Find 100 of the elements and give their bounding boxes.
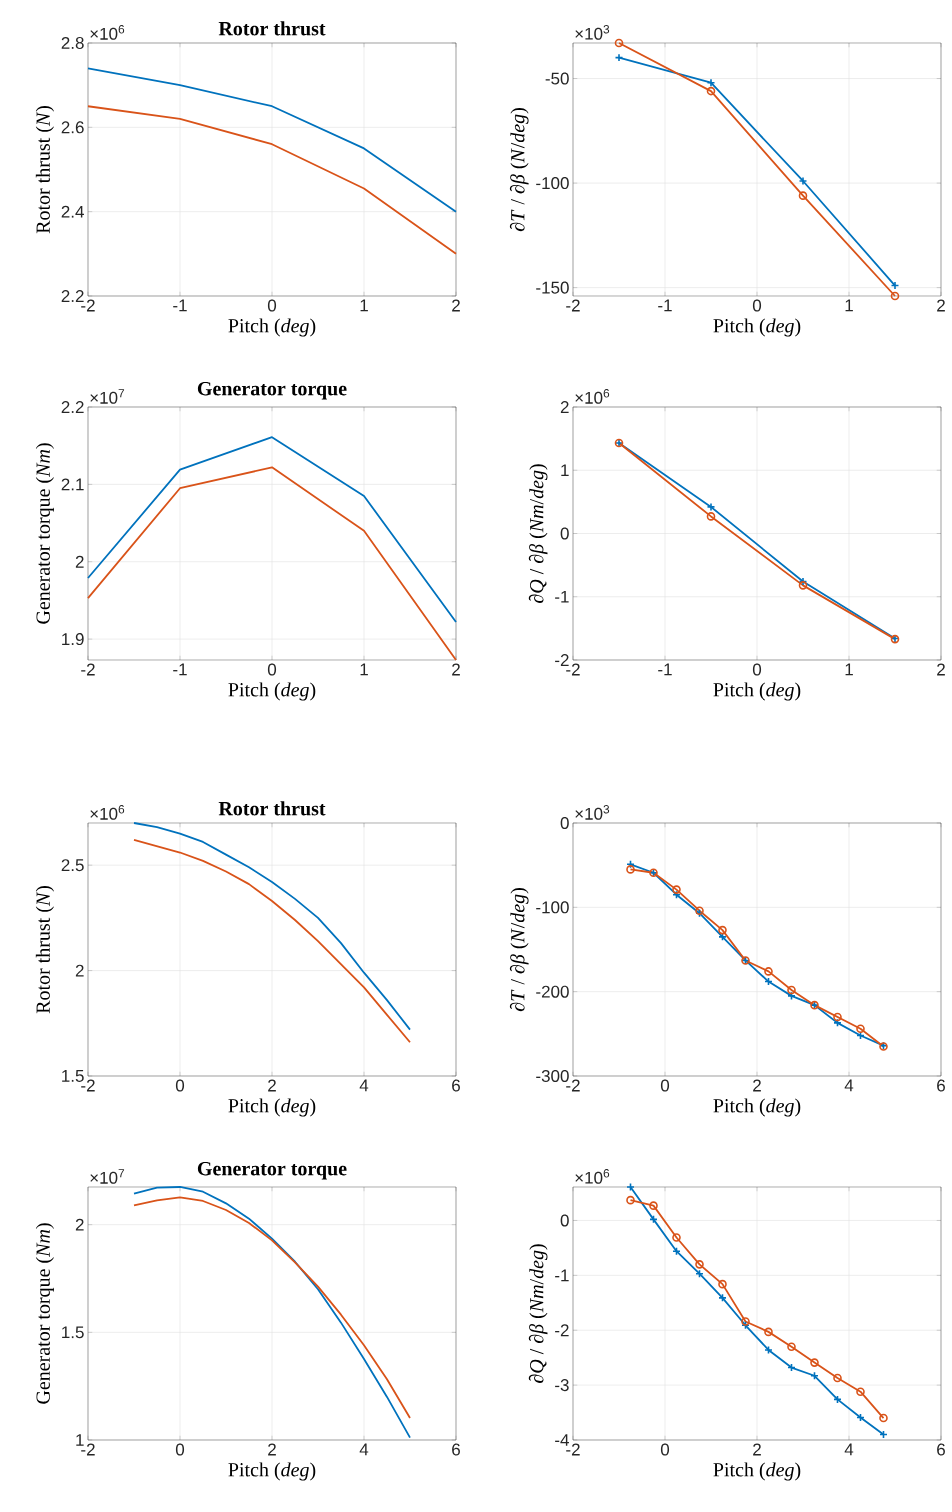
chart-title: Rotor thrust — [218, 21, 326, 36]
point — [764, 967, 773, 976]
y-tick-label: 1.9 — [62, 633, 84, 646]
x-tick-label: 0 — [267, 299, 277, 312]
point — [798, 191, 808, 200]
x-axis-title: Pitch (deg) — [228, 1098, 316, 1117]
x-tick-label: 2 — [452, 299, 460, 312]
y-tick-label: 2.8 — [61, 36, 84, 50]
chart-title: Generator torque — [197, 1161, 347, 1180]
x-axis-title: Pitch (deg) — [228, 1462, 316, 1481]
x-tick-label: 2 — [753, 1079, 761, 1092]
text: ×10$^{3}$ — [575, 805, 610, 820]
x-axis-title: Pitch (deg) — [713, 682, 801, 701]
y-tick-label: -1 — [555, 1269, 569, 1282]
y-tick-label: 2 — [560, 401, 569, 413]
point — [833, 1012, 842, 1022]
x-tick-label: 1 — [845, 663, 853, 676]
point — [741, 1317, 750, 1326]
x-tick-label: 6 — [452, 1443, 460, 1456]
y-tick-label: -200 — [536, 985, 569, 998]
y-tick-label: -50 — [545, 72, 569, 85]
y-tick-label: 2.2 — [61, 401, 84, 413]
point — [695, 1260, 704, 1269]
y-tick-label: 0 — [560, 816, 569, 830]
x-tick-label: 2 — [753, 1443, 761, 1456]
x-tick-label: 6 — [452, 1079, 460, 1092]
y-tick-label: 1.5 — [62, 1326, 84, 1339]
point — [798, 581, 808, 590]
y-tick-label: -1 — [555, 590, 569, 603]
chart-title: Generator torque — [197, 381, 347, 400]
point — [787, 985, 796, 995]
point — [672, 1233, 681, 1242]
y-tick-label: -100 — [536, 901, 569, 914]
x-tick-label: 4 — [844, 1443, 854, 1456]
x-tick-label: 1 — [360, 663, 368, 676]
x-tick-label: 2 — [268, 1443, 276, 1456]
point — [706, 512, 716, 521]
x-tick-label: 0 — [175, 1079, 185, 1092]
x-tick-label: 0 — [267, 663, 277, 676]
text: ×10$^{7}$ — [90, 389, 125, 404]
x-tick-label: -1 — [658, 663, 672, 676]
chart-title: Rotor thrust — [218, 801, 326, 816]
y-axis-title: Rotor thrust (N) — [35, 106, 54, 234]
x-tick-label: 0 — [660, 1079, 670, 1092]
point — [833, 1373, 842, 1383]
point — [706, 86, 716, 96]
point — [672, 885, 681, 894]
text: ×10$^{6}$ — [90, 805, 125, 820]
y-axis-title: Generator torque (Nm) — [35, 443, 54, 624]
x-tick-label: 2 — [268, 1079, 276, 1092]
text: ∂T / ∂β (N/deg) — [509, 888, 529, 1012]
y-tick-label: -2 — [555, 1324, 569, 1337]
text: ×10$^{6}$ — [575, 389, 610, 404]
point — [764, 1327, 773, 1337]
x-tick-label: 0 — [752, 299, 762, 312]
y-tick-label: 2 — [75, 555, 84, 568]
y-tick-label: 0 — [560, 527, 569, 540]
y-tick-label: -150 — [536, 281, 569, 294]
x-tick-label: 0 — [175, 1443, 185, 1456]
point — [706, 502, 716, 512]
x-tick-label: 6 — [937, 1443, 945, 1456]
text: ×10$^{7}$ — [90, 1169, 125, 1184]
line-series — [87, 466, 457, 661]
text: ×10$^{3}$ — [575, 25, 610, 40]
y-tick-label: 2.1 — [61, 478, 84, 491]
text: ×10$^{6}$ — [575, 1169, 610, 1184]
line-series — [87, 67, 457, 213]
line-series — [87, 436, 457, 623]
point — [856, 1387, 865, 1396]
point — [649, 1201, 658, 1210]
text: ∂T / ∂β (N/deg) — [509, 108, 529, 232]
x-tick-label: 6 — [937, 1079, 945, 1092]
y-tick-label: 2.6 — [61, 121, 84, 134]
text: ∂Q / ∂β (Nm/deg) — [528, 464, 548, 603]
y-tick-label: 2 — [75, 1218, 84, 1231]
point — [706, 78, 716, 88]
x-tick-label: 2 — [937, 299, 945, 312]
y-tick-label: 2 — [75, 964, 84, 977]
x-tick-label: 4 — [359, 1079, 369, 1092]
x-tick-label: 4 — [359, 1443, 369, 1456]
x-tick-label: 2 — [452, 663, 460, 676]
text: ∂Q / ∂β (Nm/deg) — [528, 1244, 548, 1383]
point — [856, 1024, 865, 1034]
point — [718, 925, 727, 935]
x-axis-title: Pitch (deg) — [228, 682, 316, 701]
x-axis-title: Pitch (deg) — [713, 318, 801, 337]
y-tick-label: 2.4 — [61, 205, 84, 218]
x-tick-label: 4 — [844, 1079, 854, 1092]
x-axis-title: Pitch (deg) — [713, 1098, 801, 1117]
point — [787, 1342, 796, 1351]
point — [810, 1358, 819, 1367]
x-tick-label: 1 — [360, 299, 368, 312]
x-tick-label: 2 — [937, 663, 945, 676]
x-tick-label: 0 — [752, 663, 762, 676]
x-tick-label: -1 — [173, 299, 187, 312]
y-tick-label: 2.5 — [61, 859, 84, 872]
line-series — [87, 105, 457, 255]
y-axis-title: Rotor thrust (N) — [35, 886, 54, 1014]
x-tick-label: 0 — [660, 1443, 670, 1456]
point — [798, 176, 808, 186]
